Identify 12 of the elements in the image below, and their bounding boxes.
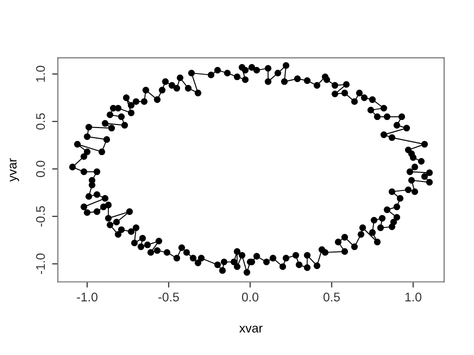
x-tick-label: -1.0: [76, 292, 98, 302]
y-tick-label: -0.5: [36, 206, 45, 227]
x-tick-label: -0.5: [158, 292, 179, 302]
y-tick-label: 0.5: [36, 113, 45, 130]
y-tick-label: 0.0: [36, 160, 45, 178]
y-axis-title: yvar: [10, 158, 20, 182]
x-tick-label: 0.5: [323, 292, 340, 302]
x-tick-label: 1.0: [405, 292, 422, 302]
y-tick-label: -1.0: [36, 254, 45, 274]
x-tick-label: 0.0: [242, 292, 258, 302]
x-axis-title: xvar: [239, 326, 263, 333]
y-tick-label: 1.0: [36, 66, 45, 82]
